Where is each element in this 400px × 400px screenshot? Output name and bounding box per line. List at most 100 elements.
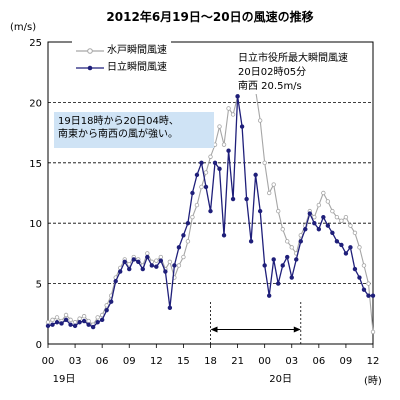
series-1-point-16: [118, 269, 123, 274]
series-1-point-57: [303, 227, 308, 232]
series-0-point-59: [312, 214, 317, 220]
series-0-point-70: [361, 263, 367, 268]
series-1-point-42: [235, 94, 240, 99]
series-1-point-71: [366, 293, 371, 298]
series-1-point-64: [334, 239, 340, 244]
series-1-point-5: [68, 322, 73, 327]
series-1-point-29: [176, 245, 182, 250]
x-ticks: 00 03 06 09 12 15 18 21 00 03 06 09 12 19日 20日: [42, 344, 380, 385]
series-1-point-44: [244, 196, 249, 202]
x-tick-label-7: 21: [231, 356, 244, 367]
series-0-point-22: [145, 251, 150, 256]
legend: 水戸瞬間風速 日立瞬間風速: [72, 40, 171, 78]
series-0-point-9: [86, 318, 91, 324]
series-group: [45, 63, 376, 335]
series-1-point-18: [127, 266, 132, 272]
series-1-point-10: [90, 324, 96, 330]
series-1-point-0: [45, 323, 51, 329]
x-tick-label-8: 00: [258, 356, 271, 367]
legend-swatch-hitachi: [76, 65, 104, 70]
series-0-point-61: [321, 190, 326, 196]
max-wind-title: 日立市役所最大瞬間風速: [238, 53, 348, 64]
series-0-point-30: [181, 254, 186, 260]
x-tick-label-12: 12: [367, 356, 380, 367]
series-1-point-22: [145, 254, 150, 260]
series-1-point-58: [307, 211, 313, 216]
series-1-point-6: [72, 323, 78, 329]
series-0-point-35: [203, 170, 209, 175]
series-1-point-53: [285, 254, 290, 260]
x-tick-label-4: 12: [150, 356, 163, 367]
series-1-point-67: [348, 245, 353, 250]
series-0-point-40: [226, 106, 231, 111]
legend-item-hitachi: 日立瞬間風速: [76, 59, 167, 76]
series-1-point-60: [316, 227, 322, 232]
max-wind-annotation: 日立市役所最大瞬間風速 20日02時05分 南西 20.5m/s: [238, 52, 348, 94]
series-0-point-53: [285, 239, 290, 244]
y-tick-label-15: 15: [29, 159, 42, 170]
x-tick-label-10: 06: [312, 356, 325, 367]
series-0-point-34: [199, 184, 204, 190]
series-1-point-72: [370, 293, 376, 298]
x-tick-label-1: 03: [69, 356, 82, 367]
x-tick-label-9: 03: [285, 356, 298, 367]
series-0-point-5: [68, 317, 73, 323]
date-label-1: 20日: [269, 374, 292, 385]
series-1-point-35: [203, 184, 209, 190]
series-0-point-24: [154, 258, 159, 263]
series-1-point-56: [298, 239, 303, 244]
max-wind-time: 20日02時05分: [238, 67, 307, 78]
x-axis-label: (時): [364, 375, 382, 387]
series-0-point-51: [276, 208, 281, 214]
series-1-point-32: [190, 190, 195, 196]
series-1-point-40: [226, 148, 231, 153]
series-1-point-61: [321, 214, 326, 220]
series-0-point-67: [348, 223, 353, 228]
series-0-point-6: [72, 320, 78, 325]
series-0-point-60: [316, 202, 322, 208]
series-0-point-29: [176, 263, 182, 268]
series-1-point-41: [230, 196, 236, 202]
series-1-point-27: [167, 305, 173, 310]
series-0-point-1: [50, 317, 55, 323]
series-0-point-39: [221, 142, 227, 147]
series-1-point-59: [312, 220, 317, 226]
series-1-point-2: [54, 320, 60, 325]
series-1-point-37: [212, 160, 218, 165]
series-0-point-64: [334, 214, 340, 220]
series-1-point-50: [271, 257, 276, 262]
series-0-point-68: [352, 230, 358, 236]
series-0-point-71: [366, 281, 371, 286]
series-0-point-0: [45, 320, 51, 325]
series-1-point-3: [59, 321, 64, 326]
series-1-point-69: [357, 275, 362, 280]
legend-label-hitachi: 日立瞬間風速: [107, 62, 167, 73]
series-1-point-1: [50, 322, 55, 327]
series-1-point-46: [253, 172, 258, 178]
series-0-point-31: [185, 239, 191, 244]
series-1-point-14: [108, 299, 114, 304]
x-tick-label-0: 00: [42, 356, 55, 367]
x-tick-label-5: 15: [177, 356, 190, 367]
series-1-point-9: [86, 322, 91, 327]
series-1-point-25: [158, 258, 164, 263]
series-1-point-38: [217, 166, 222, 172]
series-1-point-13: [104, 307, 109, 313]
series-1-point-66: [343, 251, 349, 256]
chart-title: 2012年6月19日～20日の風速の推移: [106, 9, 313, 24]
time-range-arrow: [210, 302, 302, 344]
series-0-point-41: [230, 112, 236, 117]
series-0-point-2: [54, 315, 60, 320]
series-1-point-15: [113, 278, 118, 284]
series-1-point-19: [131, 257, 136, 262]
series-0-point-48: [262, 160, 267, 165]
wind-note-line1: 19日18時から20日04時、: [58, 116, 179, 127]
series-1-point-45: [248, 239, 254, 244]
series-1-point-12: [99, 317, 105, 323]
y-tick-label-0: 0: [36, 340, 42, 351]
series-1-point-4: [63, 317, 69, 323]
series-1-point-54: [289, 275, 294, 280]
series-1-point-31: [185, 220, 191, 226]
series-0-point-11: [95, 315, 100, 320]
